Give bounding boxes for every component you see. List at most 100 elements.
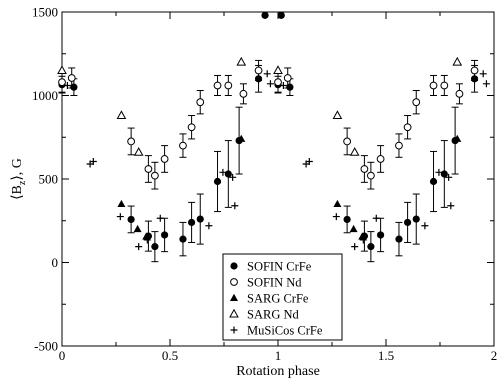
point-sofin-crfe bbox=[179, 235, 187, 243]
point-sofin-crfe bbox=[429, 177, 438, 186]
point-sarg-crfe bbox=[142, 232, 151, 240]
point-musicos-crfe bbox=[445, 173, 453, 181]
point-sofin-crfe bbox=[343, 215, 351, 224]
point-musicos-crfe bbox=[205, 222, 213, 230]
point-sofin-nd bbox=[224, 81, 233, 90]
legend-label-sofin-crfe: SOFIN CrFe bbox=[247, 260, 312, 274]
point-sarg-crfe bbox=[349, 224, 358, 233]
point-sarg-nd bbox=[116, 110, 127, 120]
point-sofin-crfe bbox=[196, 215, 204, 223]
point-musicos-crfe bbox=[89, 157, 97, 165]
y-tick-label: 1500 bbox=[32, 5, 58, 20]
point-sofin-nd bbox=[376, 155, 385, 163]
point-sofin-crfe bbox=[412, 215, 420, 223]
point-musicos-crfe bbox=[421, 222, 429, 230]
point-sofin-crfe bbox=[377, 231, 385, 239]
point-sofin-crfe bbox=[277, 11, 285, 19]
point-sarg-crfe bbox=[237, 134, 246, 142]
legend-marker-sarg-crfe bbox=[230, 293, 238, 301]
point-sofin-nd bbox=[440, 81, 449, 90]
x-tick-label: 0 bbox=[59, 348, 66, 363]
point-sarg-nd bbox=[452, 56, 463, 66]
point-musicos-crfe bbox=[279, 81, 287, 89]
point-sarg-crfe bbox=[117, 199, 126, 208]
point-musicos-crfe bbox=[116, 213, 124, 221]
point-sofin-crfe bbox=[161, 231, 169, 239]
point-sofin-nd bbox=[254, 66, 263, 75]
point-sarg-nd bbox=[236, 56, 247, 66]
legend-marker-sofin-crfe bbox=[230, 262, 238, 270]
point-sofin-crfe bbox=[127, 215, 135, 224]
point-sarg-nd bbox=[332, 110, 343, 120]
point-sofin-nd bbox=[283, 74, 292, 82]
point-sofin-crfe bbox=[224, 170, 232, 178]
x-tick-label: 2 bbox=[491, 348, 498, 363]
point-sarg-crfe bbox=[453, 134, 462, 142]
point-sofin-nd bbox=[403, 123, 412, 132]
point-sarg-crfe bbox=[133, 224, 142, 233]
legend-marker-musicos-crfe bbox=[230, 326, 238, 334]
legend-box bbox=[222, 253, 343, 341]
point-musicos-crfe bbox=[156, 214, 164, 222]
point-sofin-nd bbox=[395, 141, 403, 150]
point-sofin-nd bbox=[343, 137, 352, 146]
point-musicos-crfe bbox=[305, 157, 313, 165]
point-sofin-nd bbox=[144, 165, 153, 173]
y-axis-title-main: ⟨B bbox=[10, 185, 25, 200]
point-musicos-crfe bbox=[135, 243, 143, 251]
point-sofin-nd bbox=[274, 78, 282, 87]
point-sofin-crfe bbox=[440, 170, 448, 178]
point-musicos-crfe bbox=[435, 168, 443, 176]
point-sofin-crfe bbox=[188, 218, 196, 227]
point-sofin-crfe bbox=[151, 243, 159, 251]
point-musicos-crfe bbox=[351, 243, 359, 251]
y-tick-label: 0 bbox=[52, 255, 59, 270]
point-musicos-crfe bbox=[219, 168, 227, 176]
y-axis-title-rest: ⟩, G bbox=[10, 158, 25, 181]
point-sofin-crfe bbox=[404, 218, 412, 227]
point-sofin-nd bbox=[127, 137, 136, 146]
point-sofin-nd bbox=[58, 78, 66, 87]
point-sofin-crfe bbox=[261, 11, 269, 19]
point-sarg-nd bbox=[349, 147, 360, 156]
point-sofin-nd bbox=[412, 98, 421, 107]
point-sarg-nd bbox=[57, 65, 67, 74]
point-sofin-crfe bbox=[213, 177, 222, 186]
point-musicos-crfe bbox=[359, 236, 367, 244]
y-axis-title: ⟨Bz⟩, G bbox=[10, 158, 28, 200]
point-sofin-nd bbox=[67, 74, 76, 82]
point-sofin-crfe bbox=[395, 235, 403, 243]
point-sofin-nd bbox=[455, 89, 464, 98]
legend-label-sarg-nd: SARG Nd bbox=[247, 308, 299, 322]
point-sofin-nd bbox=[366, 171, 375, 180]
legend: SOFIN CrFe SOFIN Nd SARG CrFe SARG Nd MuSiCo… bbox=[222, 253, 343, 341]
point-sofin-nd bbox=[213, 81, 222, 90]
legend-label-sarg-crfe: SARG CrFe bbox=[247, 292, 309, 306]
marks bbox=[57, 11, 490, 263]
point-sarg-crfe bbox=[358, 232, 367, 240]
point-musicos-crfe bbox=[263, 70, 271, 78]
point-musicos-crfe bbox=[63, 81, 71, 89]
point-musicos-crfe bbox=[447, 202, 455, 210]
point-sarg-nd bbox=[273, 65, 283, 74]
point-sofin-nd bbox=[160, 155, 169, 163]
x-tick-label: 1 bbox=[275, 348, 282, 363]
point-musicos-crfe bbox=[372, 214, 380, 222]
point-sofin-nd bbox=[239, 89, 248, 98]
point-sofin-nd bbox=[470, 66, 479, 75]
point-musicos-crfe bbox=[143, 236, 151, 244]
x-tick-label: 0.5 bbox=[162, 348, 178, 363]
point-musicos-crfe bbox=[229, 173, 237, 181]
point-sofin-nd bbox=[196, 98, 205, 107]
point-sofin-crfe bbox=[367, 243, 375, 251]
legend-label-sofin-nd: SOFIN Nd bbox=[247, 276, 302, 290]
point-musicos-crfe bbox=[479, 70, 487, 78]
y-tick-label: 1000 bbox=[32, 88, 58, 103]
y-tick-label: 500 bbox=[39, 172, 59, 187]
point-musicos-crfe bbox=[266, 80, 274, 88]
point-sofin-nd bbox=[179, 141, 187, 150]
x-axis-title: Rotation phase bbox=[236, 364, 320, 379]
point-sarg-nd bbox=[133, 147, 144, 156]
